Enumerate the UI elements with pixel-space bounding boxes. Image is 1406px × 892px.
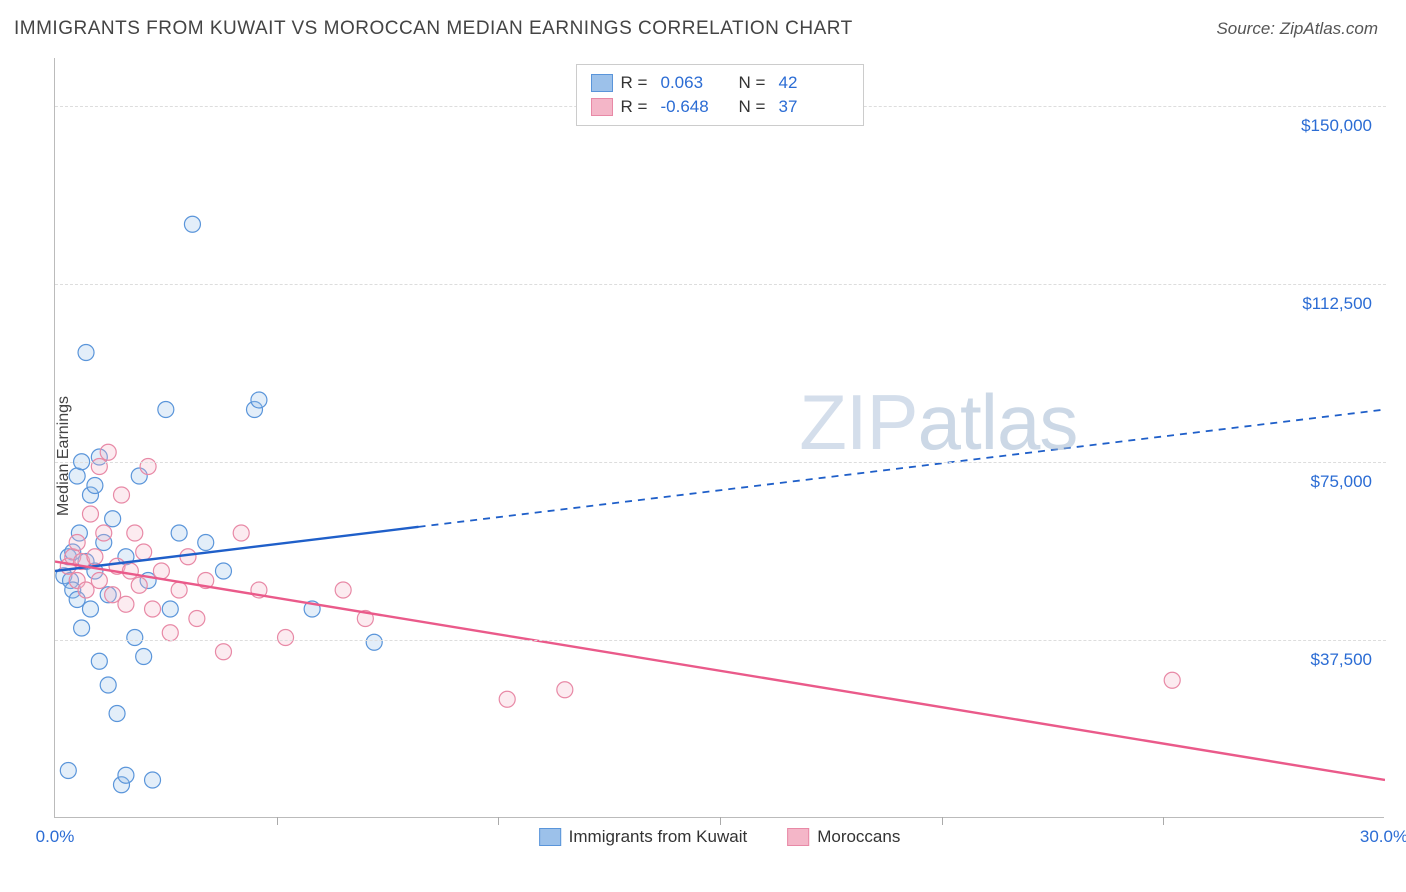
plot-region: ZIPatlas R = 0.063 N = 42 R = -0.648 N =…: [54, 58, 1384, 818]
n-value-moroccans: 37: [779, 97, 849, 117]
data-point-kuwait: [366, 634, 382, 650]
data-point-moroccans: [127, 525, 143, 541]
x-axis-max-label: 30.0%: [1360, 827, 1406, 847]
data-point-kuwait: [69, 468, 85, 484]
n-value-kuwait: 42: [779, 73, 849, 93]
data-point-moroccans: [278, 630, 294, 646]
data-point-moroccans: [91, 573, 107, 589]
x-tick: [942, 817, 943, 825]
data-point-moroccans: [1164, 672, 1180, 688]
data-point-kuwait: [105, 511, 121, 527]
data-point-kuwait: [184, 216, 200, 232]
x-tick: [1163, 817, 1164, 825]
grid-line: [55, 640, 1386, 641]
data-point-kuwait: [136, 649, 152, 665]
data-point-kuwait: [162, 601, 178, 617]
data-point-kuwait: [171, 525, 187, 541]
data-point-moroccans: [118, 596, 134, 612]
x-axis-min-label: 0.0%: [36, 827, 75, 847]
grid-line: [55, 284, 1386, 285]
data-point-moroccans: [78, 582, 94, 598]
legend-row-kuwait: R = 0.063 N = 42: [591, 71, 849, 95]
data-point-kuwait: [145, 772, 161, 788]
y-tick-label: $37,500: [1311, 650, 1372, 670]
swatch-kuwait: [539, 828, 561, 846]
data-point-kuwait: [251, 392, 267, 408]
data-point-moroccans: [69, 535, 85, 551]
x-tick: [720, 817, 721, 825]
data-point-kuwait: [158, 402, 174, 418]
swatch-moroccans: [591, 98, 613, 116]
data-point-moroccans: [557, 682, 573, 698]
data-point-kuwait: [74, 620, 90, 636]
data-point-kuwait: [87, 478, 103, 494]
data-point-moroccans: [82, 506, 98, 522]
header: IMMIGRANTS FROM KUWAIT VS MOROCCAN MEDIA…: [0, 0, 1406, 50]
data-point-moroccans: [335, 582, 351, 598]
data-point-moroccans: [153, 563, 169, 579]
correlation-legend: R = 0.063 N = 42 R = -0.648 N = 37: [576, 64, 864, 126]
data-point-moroccans: [105, 587, 121, 603]
data-point-moroccans: [100, 444, 116, 460]
data-point-moroccans: [96, 525, 112, 541]
data-point-kuwait: [127, 630, 143, 646]
data-point-moroccans: [131, 577, 147, 593]
data-point-kuwait: [91, 653, 107, 669]
n-label: N =: [739, 73, 771, 93]
data-point-moroccans: [233, 525, 249, 541]
data-point-kuwait: [82, 601, 98, 617]
grid-line: [55, 462, 1386, 463]
data-point-moroccans: [499, 691, 515, 707]
data-point-moroccans: [122, 563, 138, 579]
data-point-moroccans: [136, 544, 152, 560]
legend-row-moroccans: R = -0.648 N = 37: [591, 95, 849, 119]
legend-label-kuwait: Immigrants from Kuwait: [569, 827, 748, 847]
data-point-moroccans: [189, 611, 205, 627]
r-label: R =: [621, 97, 653, 117]
data-point-moroccans: [162, 625, 178, 641]
y-tick-label: $75,000: [1311, 472, 1372, 492]
r-value-moroccans: -0.648: [661, 97, 731, 117]
plot-layers: ZIPatlas R = 0.063 N = 42 R = -0.648 N =…: [55, 58, 1384, 817]
trend-line-moroccans: [55, 562, 1385, 781]
legend-item-moroccans: Moroccans: [787, 827, 900, 847]
swatch-moroccans: [787, 828, 809, 846]
source-attribution: Source: ZipAtlas.com: [1216, 19, 1378, 39]
y-tick-label: $150,000: [1301, 116, 1372, 136]
chart-title: IMMIGRANTS FROM KUWAIT VS MOROCCAN MEDIA…: [14, 18, 853, 40]
data-point-kuwait: [109, 706, 125, 722]
r-value-kuwait: 0.063: [661, 73, 731, 93]
data-point-kuwait: [60, 763, 76, 779]
n-label: N =: [739, 97, 771, 117]
data-point-kuwait: [118, 767, 134, 783]
data-point-moroccans: [180, 549, 196, 565]
svg-layer: [55, 58, 1385, 818]
swatch-kuwait: [591, 74, 613, 92]
data-point-moroccans: [87, 549, 103, 565]
data-point-kuwait: [100, 677, 116, 693]
trend-line-kuwait-extrapolated: [419, 410, 1385, 527]
data-point-moroccans: [171, 582, 187, 598]
chart-area: Median Earnings ZIPatlas R = 0.063 N = 4…: [14, 48, 1392, 864]
data-point-moroccans: [114, 487, 130, 503]
data-point-kuwait: [78, 345, 94, 361]
legend-item-kuwait: Immigrants from Kuwait: [539, 827, 748, 847]
x-tick: [277, 817, 278, 825]
data-point-kuwait: [198, 535, 214, 551]
y-tick-label: $112,500: [1302, 294, 1372, 314]
data-point-moroccans: [215, 644, 231, 660]
data-point-moroccans: [145, 601, 161, 617]
data-point-kuwait: [215, 563, 231, 579]
r-label: R =: [621, 73, 653, 93]
legend-label-moroccans: Moroccans: [817, 827, 900, 847]
x-tick: [498, 817, 499, 825]
series-legend: Immigrants from Kuwait Moroccans: [539, 827, 901, 847]
